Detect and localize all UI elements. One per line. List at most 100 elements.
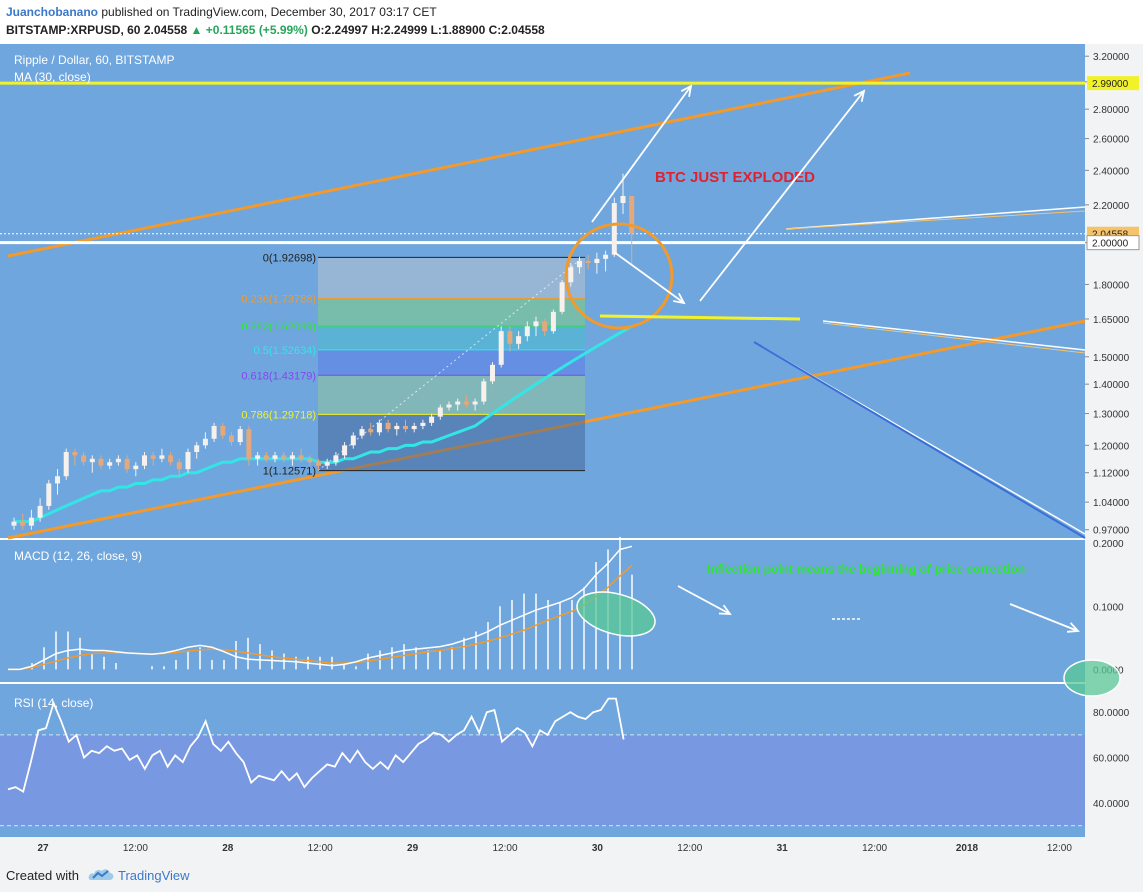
candle-body bbox=[46, 483, 52, 506]
price-tick-label: 2.60000 bbox=[1093, 135, 1130, 146]
inflection-annotation: Inflection point means the beginning of … bbox=[707, 562, 1025, 576]
projection-channel-line bbox=[822, 320, 1086, 351]
time-tick-label: 29 bbox=[407, 843, 419, 854]
candle-body bbox=[411, 425, 417, 430]
price-axis bbox=[1085, 44, 1143, 858]
candle-body bbox=[211, 425, 217, 439]
time-tick-label: 12:00 bbox=[862, 843, 887, 854]
time-tick-label: 12:00 bbox=[677, 843, 702, 854]
projection-arrow-head bbox=[673, 292, 686, 305]
candle-body bbox=[168, 455, 174, 463]
price-axis-label: 2.99000 bbox=[1092, 79, 1129, 90]
candle-body bbox=[611, 203, 617, 255]
ma-indicator-title: MA (30, close) bbox=[14, 70, 91, 84]
price-tick-label: 1.04000 bbox=[1093, 498, 1130, 509]
projection-arrow-head bbox=[853, 89, 866, 102]
publish-info: published on TradingView.com, December 3… bbox=[101, 5, 437, 19]
symbol-line: BITSTAMP:XRPUSD, 60 2.04558 ▲ +0.11565 (… bbox=[6, 23, 545, 37]
price-tick-label: 1.30000 bbox=[1093, 410, 1130, 421]
projection-channel-line bbox=[822, 322, 1086, 354]
candle-body bbox=[176, 462, 182, 470]
main-pane-title: Ripple / Dollar, 60, BITSTAMP bbox=[14, 53, 175, 67]
candle-body bbox=[324, 462, 330, 466]
candle-body bbox=[229, 435, 234, 443]
candle-body bbox=[20, 521, 26, 526]
price-tick-label: 2.40000 bbox=[1093, 166, 1130, 177]
candle-body bbox=[385, 422, 391, 430]
snapshot-footer: Created with TradingView bbox=[0, 858, 1143, 892]
candle-body bbox=[263, 455, 269, 459]
candle-body bbox=[577, 260, 582, 268]
btc-annotation: BTC JUST EXPLODED bbox=[655, 169, 815, 186]
candle-body bbox=[516, 336, 522, 344]
candle-body bbox=[550, 311, 556, 332]
candle-body bbox=[142, 455, 147, 466]
fib-level-label: 0.786(1.29718) bbox=[241, 409, 316, 421]
rsi-tick-label: 40.0000 bbox=[1093, 799, 1130, 810]
time-tick-label: 30 bbox=[592, 843, 604, 854]
fib-zone bbox=[318, 414, 585, 471]
candle-body bbox=[98, 458, 104, 466]
moving-average-line bbox=[14, 324, 633, 524]
candle-body bbox=[194, 445, 200, 452]
candle-body bbox=[498, 331, 504, 365]
snapshot-header: Juanchobanano published on TradingView.c… bbox=[0, 0, 1143, 44]
rsi-tick-label: 60.0000 bbox=[1093, 754, 1130, 765]
macd-signal-line bbox=[8, 564, 633, 671]
candle-body bbox=[55, 476, 60, 484]
candle-body bbox=[603, 254, 609, 259]
price-tick-label: 3.20000 bbox=[1093, 52, 1130, 63]
price-tick-label: 2.20000 bbox=[1093, 201, 1130, 212]
candle-body bbox=[63, 451, 69, 477]
macd-title: MACD (12, 26, close, 9) bbox=[14, 549, 142, 563]
candle-body bbox=[368, 429, 374, 433]
projection-arrow-head bbox=[680, 84, 693, 97]
candle-body bbox=[376, 422, 382, 433]
price-tick-label: 2.80000 bbox=[1093, 105, 1130, 116]
down-channel-line bbox=[753, 341, 1086, 539]
price-tick-label: 1.50000 bbox=[1093, 353, 1130, 364]
time-tick-label: 2018 bbox=[956, 843, 979, 854]
price-tick-label: 1.65000 bbox=[1093, 315, 1130, 326]
candle-body bbox=[585, 260, 591, 264]
candle-body bbox=[298, 455, 304, 459]
projection-channel-line bbox=[785, 210, 1086, 230]
price-change: ▲ +0.11565 (+5.99%) bbox=[190, 23, 308, 37]
publish-line: Juanchobanano published on TradingView.c… bbox=[6, 5, 437, 19]
fib-level-label: 0(1.92698) bbox=[263, 252, 316, 264]
price-tick-label: 1.80000 bbox=[1093, 280, 1130, 291]
candle-body bbox=[281, 455, 287, 459]
chart-canvas[interactable]: 3.200003.000002.800002.600002.400002.200… bbox=[0, 44, 1143, 858]
price-tick-label: 0.97000 bbox=[1093, 526, 1130, 537]
candle-body bbox=[289, 455, 295, 459]
macd-arrow bbox=[1009, 603, 1079, 632]
candle-body bbox=[533, 321, 539, 327]
price-axis-label-box bbox=[1087, 76, 1139, 91]
upper-trendline bbox=[7, 71, 911, 258]
candle-body bbox=[507, 331, 513, 344]
candle-body bbox=[72, 451, 78, 456]
btc-highlight-circle bbox=[564, 222, 674, 330]
candle-body bbox=[620, 195, 626, 204]
candle-body bbox=[255, 455, 261, 459]
candle-body bbox=[246, 429, 252, 459]
fib-zone bbox=[318, 257, 585, 299]
fib-level-label: 0.5(1.52634) bbox=[254, 345, 316, 357]
candle-body bbox=[472, 401, 478, 405]
time-tick-label: 31 bbox=[777, 843, 789, 854]
candle-body bbox=[394, 425, 400, 430]
rsi-band bbox=[0, 734, 1085, 826]
candle-body bbox=[81, 455, 87, 463]
candle-body bbox=[11, 521, 17, 526]
macd-tick-label: 0.2000 bbox=[1093, 539, 1124, 550]
candle-body bbox=[307, 458, 313, 463]
candle-body bbox=[446, 404, 452, 408]
time-tick-label: 27 bbox=[37, 843, 49, 854]
candle-body bbox=[481, 381, 487, 402]
author-link[interactable]: Juanchobanano bbox=[6, 5, 99, 19]
macd-arrow-head bbox=[1066, 622, 1080, 633]
tradingview-brand[interactable]: TradingView bbox=[118, 868, 190, 883]
fib-zone bbox=[318, 375, 585, 415]
candle-body bbox=[220, 425, 226, 436]
